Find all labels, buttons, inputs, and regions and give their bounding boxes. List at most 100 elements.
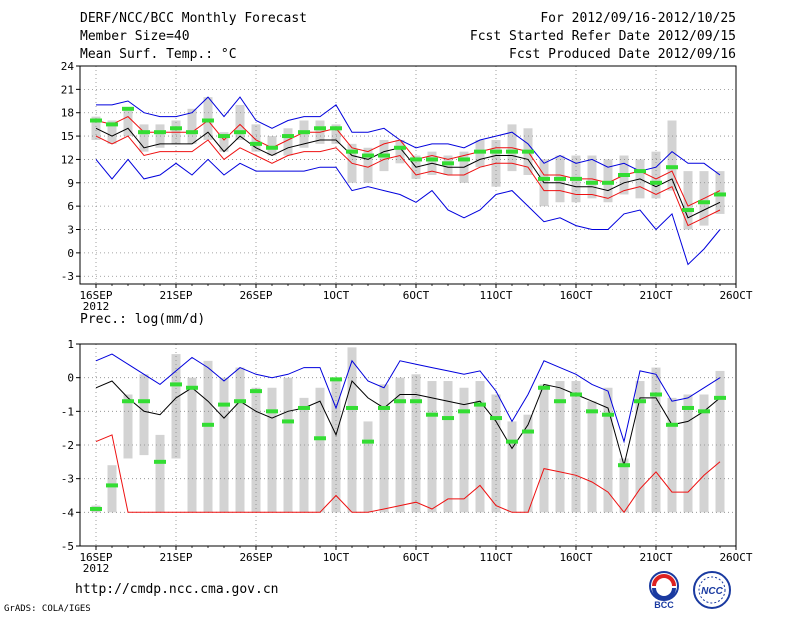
x-tick-label: 16OCT	[559, 289, 592, 302]
median-marker	[650, 180, 662, 185]
spread-bar	[155, 434, 165, 513]
median-marker	[202, 118, 214, 123]
panel-title: Prec.: log(mm/d)	[80, 312, 205, 327]
spread-bar	[411, 374, 421, 513]
median-marker	[554, 399, 566, 404]
median-marker	[394, 399, 406, 404]
median-marker	[586, 409, 598, 414]
median-marker	[618, 463, 630, 468]
median-marker	[250, 141, 262, 146]
median-marker	[490, 416, 502, 421]
spread-bar	[555, 381, 565, 513]
median-marker	[602, 180, 614, 185]
x-tick-label: 1OCT	[323, 289, 350, 302]
y-tick-label: -3	[61, 473, 74, 486]
median-marker	[106, 483, 118, 488]
spread-bar	[91, 116, 101, 140]
spread-bar	[379, 384, 389, 513]
start-date: Fcst Started Refer Date 2012/09/15	[469, 29, 736, 44]
spread-bar	[315, 387, 325, 513]
spread-bar	[267, 387, 277, 513]
median-marker	[538, 176, 550, 181]
y-tick-label: -1	[61, 405, 74, 418]
median-marker	[666, 165, 678, 170]
median-marker	[266, 409, 278, 414]
spread-bar	[507, 421, 517, 513]
spread-bar	[587, 401, 597, 513]
spread-bar	[667, 120, 677, 191]
x-tick-label: 26SEP	[239, 289, 272, 302]
forecast-period: For 2012/09/16-2012/10/25	[540, 11, 736, 26]
spread-bar	[651, 367, 661, 513]
spread-bar	[139, 124, 149, 152]
median-marker	[586, 180, 598, 185]
median-marker	[314, 126, 326, 131]
median-marker	[410, 399, 422, 404]
median-marker	[90, 506, 102, 511]
spread-bar	[683, 394, 693, 513]
y-tick-label: -5	[61, 540, 74, 553]
member-size: Member Size=40	[80, 29, 190, 44]
median-marker	[330, 377, 342, 382]
y-tick-label: 24	[61, 60, 75, 73]
median-marker	[202, 422, 214, 427]
y-tick-label: 18	[61, 107, 74, 120]
median-marker	[330, 126, 342, 131]
bcc-logo: BCC	[649, 571, 679, 610]
median-marker	[714, 395, 726, 400]
median-marker	[506, 439, 518, 444]
x-tick-label: 16OCT	[559, 551, 592, 564]
header-left: DERF/NCC/BCC Monthly Forecast Member Siz…	[80, 10, 307, 64]
x-tick-label: 26OCT	[719, 551, 752, 564]
spread-bar	[363, 147, 373, 183]
median-marker	[362, 153, 374, 158]
panel-2: -5 -4 -3 -2 -1 0 1 16SEP 21SEP 26SEP 1OCT 6OCT 11OCT…	[61, 312, 753, 575]
series-lower-line	[95, 434, 721, 514]
series-lower-line	[95, 135, 721, 227]
spread-bar	[123, 394, 133, 459]
spread-bar	[459, 387, 469, 513]
median-marker	[666, 422, 678, 427]
spread-bar	[235, 367, 245, 513]
median-marker	[90, 118, 102, 123]
spread-bar	[187, 108, 197, 144]
produced-date: Fcst Produced Date 2012/09/16	[509, 47, 736, 62]
median-marker	[442, 416, 454, 421]
median-marker	[122, 399, 134, 404]
median-marker	[458, 157, 470, 162]
y-tick-label: 12	[61, 153, 74, 166]
median-marker	[394, 145, 406, 150]
y-tick-label: 9	[67, 177, 74, 190]
spread-bar	[139, 374, 149, 456]
x-tick-label: 1OCT	[323, 551, 350, 564]
median-marker	[378, 153, 390, 158]
spread-bar	[363, 421, 373, 513]
series-mean-line	[95, 380, 721, 468]
median-marker	[282, 419, 294, 424]
median-marker	[682, 208, 694, 213]
median-marker	[218, 134, 230, 139]
x-tick-label: 16SEP	[79, 551, 112, 564]
median-marker	[602, 412, 614, 417]
spread-bar	[235, 104, 245, 140]
header-right: For 2012/09/16-2012/10/25 Fcst Started R…	[470, 10, 736, 64]
median-marker	[634, 169, 646, 174]
median-marker	[138, 399, 150, 404]
x-tick-label: 6OCT	[403, 551, 430, 564]
median-marker	[538, 385, 550, 390]
y-tick-label: 3	[67, 224, 74, 237]
x-tick-label: 21SEP	[159, 551, 192, 564]
median-marker	[234, 130, 246, 135]
plot-frame	[79, 65, 737, 285]
x-tick-label: 21OCT	[639, 551, 672, 564]
source-url[interactable]: http://cmdp.ncc.cma.gov.cn	[75, 582, 279, 597]
y-tick-label: 1	[67, 338, 74, 351]
spread-bar	[635, 381, 645, 513]
spread-bar	[427, 381, 437, 513]
median-marker	[346, 149, 358, 154]
y-tick-label: -2	[61, 439, 74, 452]
median-marker	[522, 429, 534, 434]
spread-bar	[347, 347, 357, 513]
ncc-logo: NCC	[693, 571, 731, 609]
